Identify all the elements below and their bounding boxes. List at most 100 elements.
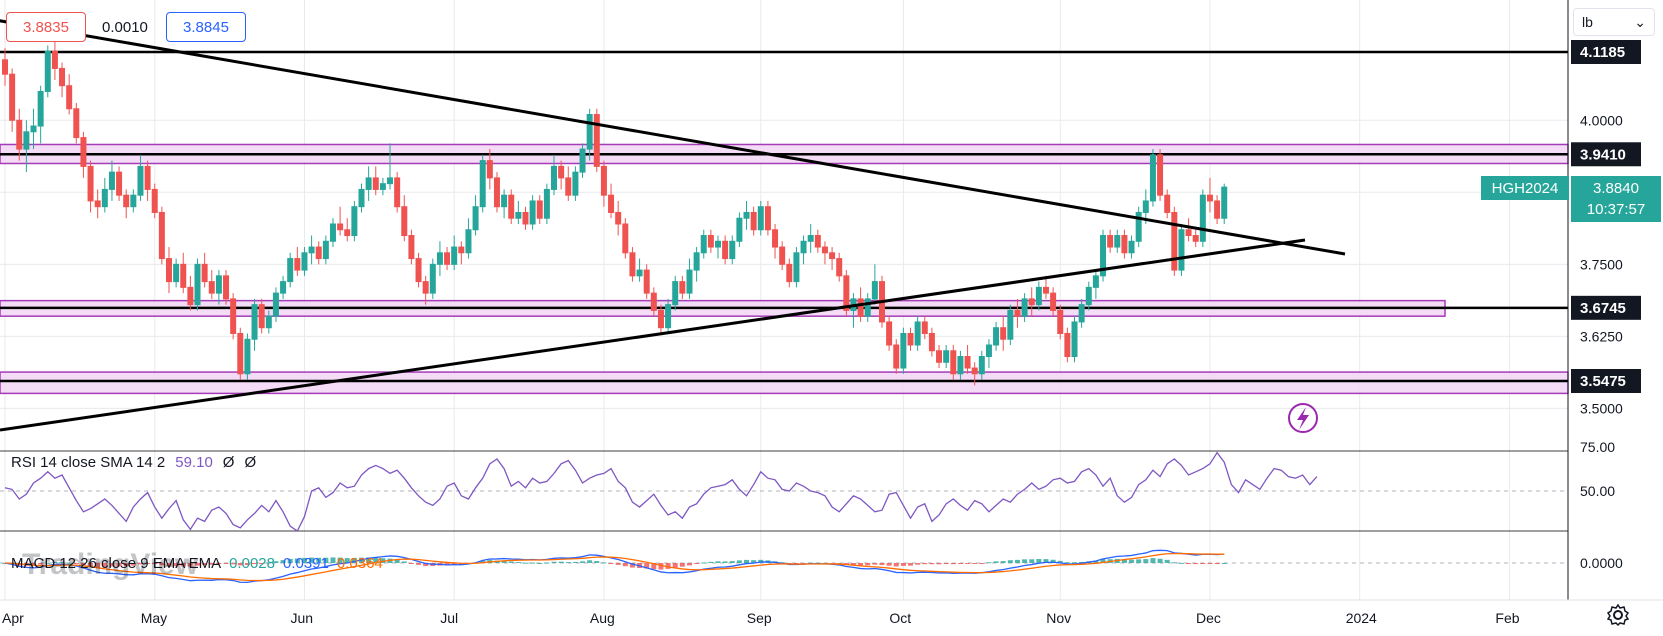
candle-body [479, 160, 486, 208]
candle-body [51, 50, 58, 69]
candle-body [957, 356, 964, 375]
gear-icon[interactable] [1606, 603, 1630, 627]
macd-histogram-bar [1193, 563, 1199, 565]
candle-body [94, 200, 101, 208]
macd-histogram-bar [301, 557, 307, 563]
price-axis[interactable]: 4.0000 3.7500 3.6250 3.5000 4.1185 3.9410 3.67… [1567, 0, 1641, 600]
candle-body [493, 177, 500, 208]
candle-body [843, 275, 850, 311]
candle-body [408, 235, 415, 260]
macd-pane [0, 549, 1568, 583]
unit-select-value: lb [1582, 14, 1593, 30]
symbol-badge[interactable]: HGH2024 [1481, 176, 1569, 200]
macd-histogram-bar [1093, 560, 1099, 563]
candle-body [130, 194, 137, 208]
unit-select[interactable]: lb ⌄ [1573, 8, 1655, 36]
macd-histogram-bar [965, 563, 971, 564]
zone-band[interactable] [0, 371, 1569, 395]
candle-body [251, 304, 258, 340]
candle-body [436, 252, 443, 265]
candle-body [807, 235, 814, 242]
macd-histogram-bar [1143, 559, 1149, 563]
macd-histogram-bar [722, 561, 728, 563]
macd-histogram-bar [1129, 559, 1135, 563]
candle-body [636, 269, 643, 277]
candle-body [857, 298, 864, 317]
rsi-na-1: Ø [222, 454, 235, 471]
macd-histogram-bar [1171, 562, 1177, 564]
macd-histogram-bar [708, 561, 714, 563]
macd-histogram-bar [287, 558, 293, 563]
macd-histogram-bar [159, 563, 165, 566]
macd-histogram-bar [580, 561, 586, 563]
bid-price[interactable]: 3.8835 [6, 12, 86, 42]
macd-histogram-bar [316, 557, 322, 563]
macd-histogram-bar [323, 557, 329, 563]
macd-histogram-bar [900, 563, 906, 566]
macd-histogram-bar [908, 563, 914, 566]
candle-body [1206, 194, 1213, 202]
candle-body [622, 223, 629, 254]
candle-body [486, 160, 493, 179]
trendline-ascending[interactable] [0, 238, 1306, 432]
trendline-descending[interactable] [0, 0, 1346, 256]
macd-histogram-bar [1022, 559, 1028, 563]
macd-histogram-bar [736, 560, 742, 563]
candle-body [379, 183, 386, 190]
macd-histogram-bar [587, 560, 593, 563]
time-axis[interactable]: Apr May Jun Jul Aug Sep Oct Nov Dec 2024 Feb [0, 599, 1663, 626]
candle-body [337, 223, 344, 231]
macd-histogram-bar [665, 563, 671, 569]
level-price-badge[interactable] [1571, 295, 1641, 320]
macd-histogram-bar [558, 561, 564, 563]
macd-histogram-bar [116, 563, 122, 567]
macd-histogram-bar [1178, 562, 1184, 564]
support-resistance-zones[interactable] [0, 143, 1569, 395]
candle-body [928, 332, 935, 352]
candle-body [572, 171, 579, 196]
candle-body [1050, 292, 1057, 311]
level-price-label: 3.5475 [1580, 373, 1626, 390]
candle-body [429, 263, 436, 294]
candle-body [1057, 309, 1064, 334]
macd-histogram-bar [1029, 559, 1035, 563]
candle-body [693, 252, 700, 271]
lightning-icon[interactable] [1288, 403, 1318, 433]
candle-body [814, 235, 821, 248]
rsi-line [4, 451, 1318, 532]
level-price-badge[interactable] [1571, 142, 1641, 167]
macd-histogram-bar [1050, 559, 1056, 563]
macd-histogram-bar [187, 563, 193, 567]
macd-histogram-bar [38, 563, 44, 565]
time-tick-label: Jun [290, 610, 313, 626]
candle-body [821, 246, 828, 254]
candle-body [1114, 235, 1121, 248]
candle-body [144, 165, 151, 190]
candle-body [707, 235, 714, 248]
macd-histogram-bar [109, 563, 115, 567]
macd-histogram-bar [1221, 562, 1227, 564]
candle-body [1078, 304, 1085, 323]
candle-body [764, 206, 771, 231]
candle-body [836, 258, 843, 277]
macd-histogram-bar [986, 562, 992, 564]
time-tick-label: Jul [440, 610, 458, 626]
candle-body [80, 137, 87, 167]
trendlines[interactable] [0, 0, 1568, 532]
macd-histogram-bar [715, 561, 721, 563]
candle-body [1021, 298, 1028, 317]
candle-body [401, 206, 408, 237]
macd-histogram-bar [259, 563, 265, 564]
macd-histogram-bar [608, 563, 614, 564]
macd-histogram-bar [729, 561, 735, 563]
level-price-badge[interactable] [1571, 40, 1641, 64]
candle-body [1171, 211, 1178, 271]
macd-histogram-bar [266, 562, 272, 564]
price-tick-label: 3.7500 [1580, 256, 1623, 272]
candle-body [786, 263, 793, 283]
macd-histogram-bar [180, 563, 186, 567]
candle-body [358, 188, 365, 208]
level-price-badge[interactable] [1571, 369, 1641, 393]
ask-price[interactable]: 3.8845 [166, 12, 246, 42]
